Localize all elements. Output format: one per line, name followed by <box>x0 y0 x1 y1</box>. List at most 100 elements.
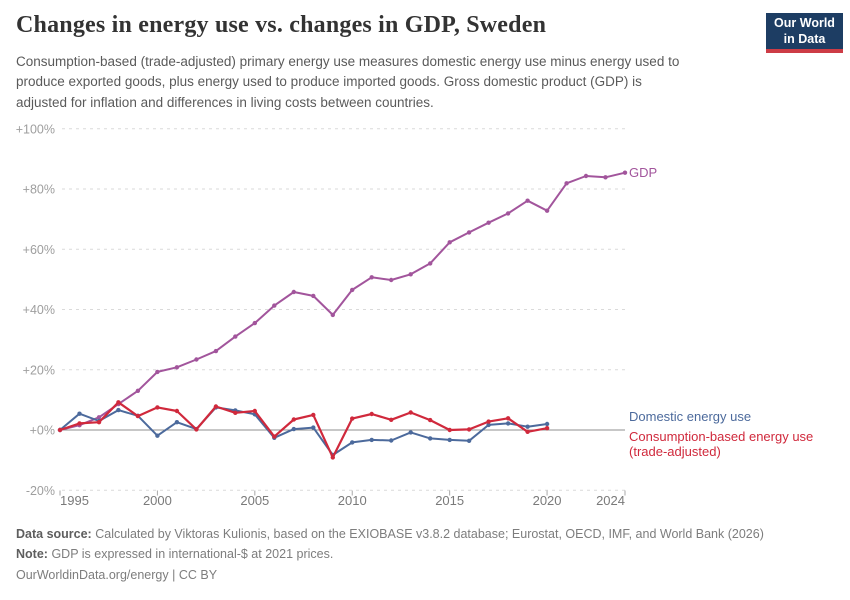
series-point-gdp-2000[interactable] <box>155 369 160 375</box>
x-axis-label-2020: 2020 <box>533 493 562 508</box>
series-point-domestic-2018[interactable] <box>505 421 511 426</box>
series-point-consumption-1998[interactable] <box>116 400 121 405</box>
series-point-consumption-2019[interactable] <box>525 429 530 434</box>
series-line-gdp[interactable] <box>59 171 626 431</box>
series-point-gdp-2002[interactable] <box>194 357 199 362</box>
series-point-gdp-2013[interactable] <box>408 272 413 277</box>
owid-logo-line1: Our World <box>774 15 835 30</box>
series-point-consumption-2009[interactable] <box>330 455 335 460</box>
series-point-consumption-2001[interactable] <box>174 408 180 414</box>
series-point-consumption-2017[interactable] <box>486 419 491 424</box>
series-point-domestic-2013[interactable] <box>408 430 413 435</box>
series-label-consumption-line1: Consumption-based energy use <box>629 429 813 444</box>
series-point-gdp-2024[interactable] <box>622 170 628 175</box>
series-point-gdp-2019[interactable] <box>525 198 530 203</box>
series-point-consumption-2005[interactable] <box>252 408 257 414</box>
series-point-gdp-2023[interactable] <box>603 175 608 180</box>
license-link[interactable]: CC BY <box>178 567 218 582</box>
series-point-consumption-2010[interactable] <box>350 416 355 421</box>
series-point-consumption-2007[interactable] <box>291 417 296 422</box>
x-axis-label-2024: 2024 <box>596 493 625 508</box>
series-point-consumption-2002[interactable] <box>194 427 199 432</box>
subtitle-line: adjusted for inflation and differences i… <box>16 94 434 110</box>
y-axis-label-80: +80% <box>23 183 55 197</box>
series-point-consumption-2014[interactable] <box>428 417 433 423</box>
series-point-gdp-2010[interactable] <box>350 287 355 293</box>
series-point-gdp-2003[interactable] <box>213 348 219 354</box>
series-point-gdp-2015[interactable] <box>447 240 452 245</box>
series-point-gdp-2014[interactable] <box>428 261 433 266</box>
series-point-domestic-2020[interactable] <box>544 421 550 427</box>
series-point-gdp-2005[interactable] <box>252 320 257 326</box>
series-point-consumption-2000[interactable] <box>155 405 160 410</box>
series-point-gdp-2020[interactable] <box>544 208 550 213</box>
datasource-label: Data source: <box>16 527 92 541</box>
series-point-consumption-2016[interactable] <box>466 427 472 432</box>
series-point-consumption-2011[interactable] <box>369 411 374 417</box>
owid-logo[interactable]: Our World in Data <box>766 13 843 53</box>
series-point-domestic-2001[interactable] <box>174 420 180 425</box>
series-point-gdp-2021[interactable] <box>564 181 569 186</box>
series-point-consumption-1995[interactable] <box>57 427 63 433</box>
series-point-domestic-1998[interactable] <box>116 407 121 413</box>
note-label: Note: <box>16 547 48 562</box>
series-point-gdp-2001[interactable] <box>174 365 180 370</box>
x-axis-label-2015: 2015 <box>435 493 464 508</box>
series-point-consumption-2018[interactable] <box>505 416 511 421</box>
series-point-consumption-1999[interactable] <box>135 413 141 419</box>
series-point-consumption-2015[interactable] <box>447 427 452 433</box>
series-point-domestic-2015[interactable] <box>447 437 452 443</box>
series-point-consumption-2004[interactable] <box>233 410 238 415</box>
series-point-gdp-2008[interactable] <box>311 293 316 299</box>
series-point-domestic-2012[interactable] <box>389 438 394 443</box>
x-axis-label-1995: 1995 <box>60 493 89 508</box>
subtitle-line: produce exported goods, plus energy used… <box>16 74 642 90</box>
series-point-gdp-2016[interactable] <box>466 230 472 235</box>
series-point-consumption-2013[interactable] <box>408 410 413 415</box>
y-axis-label-40: +40% <box>23 303 55 317</box>
series-line-domestic[interactable] <box>59 406 549 456</box>
note-text: GDP is expressed in international-$ at 2… <box>51 547 334 562</box>
series-point-gdp-2009[interactable] <box>330 312 335 318</box>
series-line-consumption[interactable] <box>58 401 549 459</box>
owid-logo-line2: in Data <box>783 32 826 46</box>
series-point-domestic-2000[interactable] <box>155 433 160 438</box>
series-point-gdp-2006[interactable] <box>272 303 277 308</box>
series-point-consumption-2003[interactable] <box>213 404 219 409</box>
series-point-gdp-2018[interactable] <box>505 211 511 216</box>
series-point-consumption-1996[interactable] <box>77 421 82 426</box>
series-point-domestic-2011[interactable] <box>369 437 374 443</box>
series-point-domestic-2016[interactable] <box>466 438 472 443</box>
series-point-domestic-1996[interactable] <box>77 411 82 416</box>
series-point-domestic-2007[interactable] <box>291 426 296 432</box>
series-point-consumption-2006[interactable] <box>272 434 277 439</box>
series-point-gdp-2004[interactable] <box>233 334 238 339</box>
series-point-gdp-2022[interactable] <box>583 173 589 179</box>
series-point-domestic-2008[interactable] <box>311 425 316 430</box>
series-point-gdp-2007[interactable] <box>291 289 296 295</box>
owid-url-link[interactable]: OurWorldinData.org/energy <box>16 567 169 582</box>
subtitle-line: Consumption-based (trade-adjusted) prima… <box>16 54 680 69</box>
series-point-domestic-2010[interactable] <box>350 440 355 445</box>
series-point-domestic-2019[interactable] <box>525 424 530 429</box>
datasource-line: Data source: Calculated by Viktoras Kuli… <box>16 524 816 544</box>
y-axis-label-100: +100% <box>16 122 55 136</box>
series-point-gdp-2017[interactable] <box>486 220 491 225</box>
attribution-divider: | <box>172 567 176 582</box>
series-point-consumption-2008[interactable] <box>311 412 316 418</box>
series-point-consumption-1997[interactable] <box>96 420 102 425</box>
series-point-gdp-1997[interactable] <box>96 415 102 420</box>
series-point-gdp-2011[interactable] <box>369 275 374 280</box>
series-point-consumption-2012[interactable] <box>389 417 394 422</box>
x-axis-label-2005: 2005 <box>240 493 269 508</box>
series-point-consumption-2020[interactable] <box>544 426 550 431</box>
series-point-gdp-2012[interactable] <box>389 277 394 283</box>
series-point-domestic-2014[interactable] <box>428 436 433 441</box>
series-label-consumption-line2: (trade-adjusted) <box>629 444 721 459</box>
series-point-gdp-1999[interactable] <box>135 388 141 393</box>
series-label-domestic-line1: Domestic energy use <box>629 409 751 424</box>
series-point-domestic-2017[interactable] <box>486 422 491 428</box>
